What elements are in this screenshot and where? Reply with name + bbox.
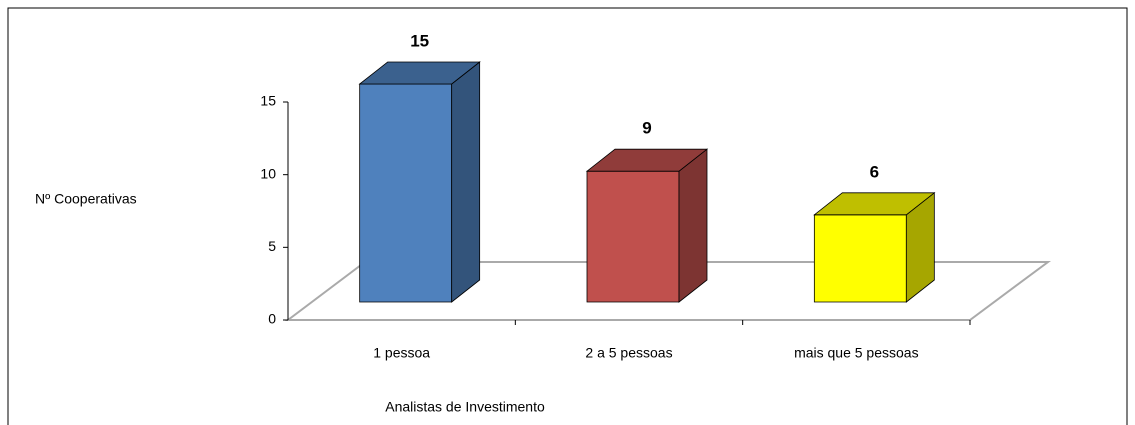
bar-front <box>586 170 680 303</box>
bar <box>585 148 709 303</box>
x-tick-label: 1 pessoa <box>373 345 430 361</box>
y-tick-label: 5 <box>268 238 276 254</box>
bar-top <box>358 61 481 85</box>
bar-top <box>585 148 709 172</box>
bar-front <box>813 214 907 303</box>
x-axis-title: Analistas de Investimento <box>385 399 545 415</box>
y-axis-title: Nº Cooperativas <box>35 191 137 207</box>
y-tick-label: 10 <box>260 165 276 181</box>
bar-side <box>451 61 481 303</box>
bar-top <box>813 192 936 216</box>
value-label: 15 <box>410 31 429 50</box>
bar-side <box>678 148 708 303</box>
y-tick-label: 0 <box>268 311 276 327</box>
frame <box>7 7 1128 425</box>
value-label: 6 <box>870 162 879 181</box>
bar-front <box>359 83 453 303</box>
x-tick-label: 2 a 5 pessoas <box>585 345 672 361</box>
x-tick-label: mais que 5 pessoas <box>794 345 919 361</box>
bar <box>358 61 481 303</box>
y-tick-label: 15 <box>260 93 276 109</box>
value-label: 9 <box>642 119 651 138</box>
bar <box>813 191 936 303</box>
